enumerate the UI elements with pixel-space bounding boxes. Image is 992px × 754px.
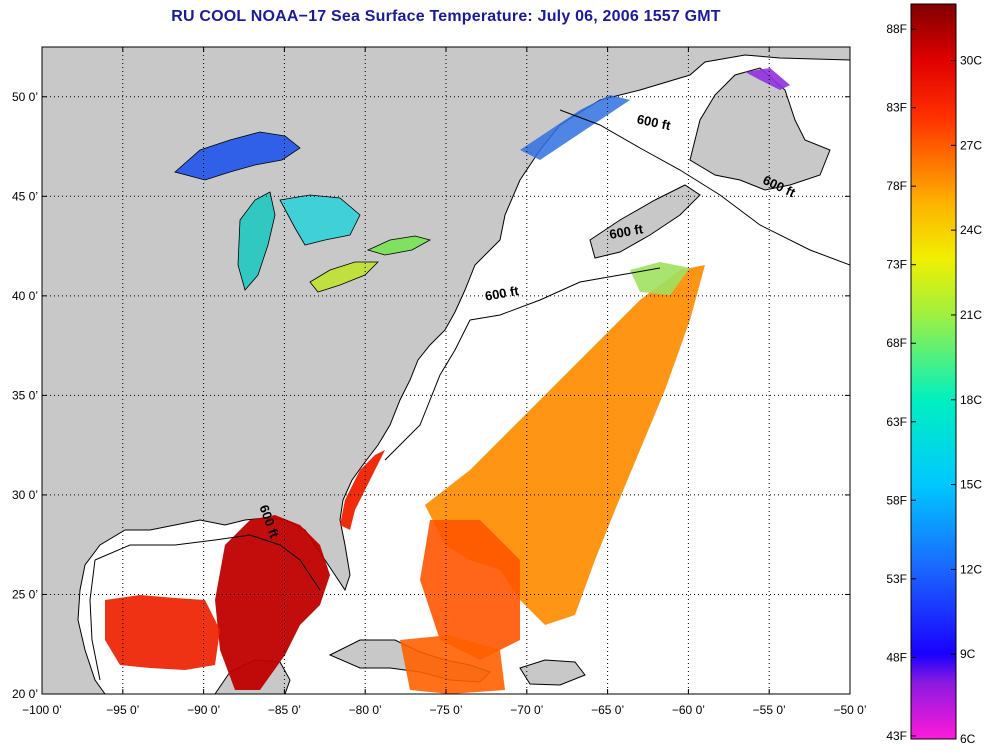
contour-label-600ft: 600 ft <box>484 283 521 304</box>
caribbean-sst <box>400 635 505 694</box>
land-hispaniola <box>519 659 586 686</box>
x-tick-label: −60 0’ <box>672 703 705 717</box>
y-tick-label: 35 0’ <box>12 388 38 402</box>
gulf-sst-west <box>105 595 220 670</box>
y-tick-label: 20 0’ <box>12 687 38 701</box>
x-tick-label: −90 0’ <box>187 703 220 717</box>
y-axis-ticks: 20 0’ 25 0’ 30 0’ 35 0’ 40 0’ 45 0’ 50 0’ <box>12 90 850 701</box>
x-tick-label: −100 0’ <box>22 703 62 717</box>
x-tick-label: −70 0’ <box>510 703 543 717</box>
x-tick-label: −80 0’ <box>349 703 382 717</box>
x-tick-label: −95 0’ <box>106 703 139 717</box>
y-tick-label: 45 0’ <box>12 189 38 203</box>
y-tick-label: 40 0’ <box>12 289 38 303</box>
x-axis-ticks: −100 0’ −95 0’ −90 0’ −85 0’ −80 0’ −75 0’ −70… <box>22 47 867 717</box>
st-lawrence-sst <box>520 95 630 160</box>
lake-huron <box>279 194 361 246</box>
contour-600ft <box>89 109 850 681</box>
gulf-sst-hot <box>215 515 330 690</box>
x-tick-label: −55 0’ <box>753 703 786 717</box>
x-tick-label: −75 0’ <box>429 703 462 717</box>
y-tick-label: 30 0’ <box>12 488 38 502</box>
lake-erie <box>309 261 379 293</box>
x-tick-label: −65 0’ <box>591 703 624 717</box>
lake-michigan <box>237 191 276 291</box>
carolina-coast-sst <box>340 450 385 530</box>
x-tick-label: −50 0’ <box>833 703 866 717</box>
great-lakes <box>174 131 432 293</box>
x-tick-label: −85 0’ <box>268 703 301 717</box>
lake-superior <box>174 131 301 181</box>
contour-label-600ft: 600 ft <box>608 221 645 242</box>
atlantic-sst-warm-band <box>420 520 520 660</box>
y-tick-label: 25 0’ <box>12 587 38 601</box>
y-tick-label: 50 0’ <box>12 90 38 104</box>
map-title: RU COOL NOAA−17 Sea Surface Temperature:… <box>171 8 721 25</box>
land-newfoundland <box>689 67 831 191</box>
lake-ontario <box>366 235 432 256</box>
labrador-sst <box>745 68 790 90</box>
contour-label-600ft: 600 ft <box>636 111 673 133</box>
